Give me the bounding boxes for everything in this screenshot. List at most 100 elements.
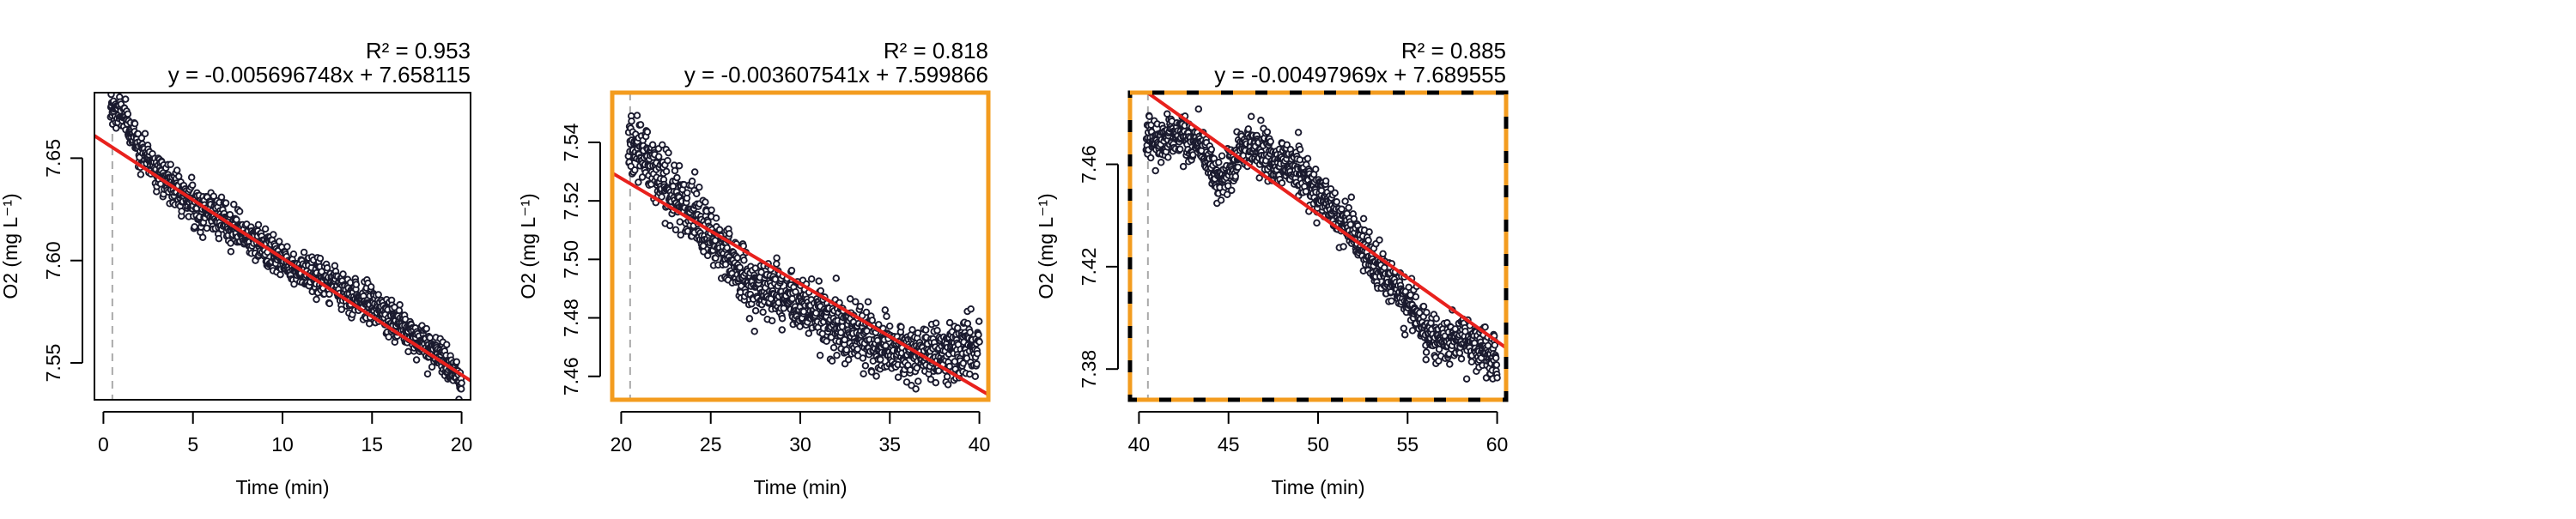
x-axis-label: Time (min) [753,476,847,498]
data-point [677,231,685,239]
y-axis: 7.46 7.48 7.50 7.52 7.54 [560,123,601,395]
data-point [1311,166,1320,173]
data-point [1400,330,1409,339]
data-point [883,312,890,320]
fit-equation-annotation: y = -0.005696748x + 7.658115 [168,62,471,88]
data-point [932,378,940,387]
data-point [339,270,347,278]
data-point [198,233,207,241]
y-tick-label: 7.60 [42,241,64,280]
x-tick-label: 10 [271,433,294,456]
data-point [1207,145,1216,154]
data-point [423,370,432,378]
data-point [1412,293,1420,301]
data-point [862,308,871,317]
data-point [1467,358,1476,366]
data-point [1435,345,1443,353]
y-tick-label: 7.42 [1078,247,1100,286]
data-point [877,355,884,364]
data-point [1423,308,1431,317]
data-point [167,160,174,168]
data-point [1422,355,1430,364]
x-tick-label: 60 [1486,433,1509,456]
plot-frame [94,92,471,401]
data-point [1491,341,1499,349]
data-point [859,354,867,362]
data-point [174,172,183,180]
y-tick-label: 7.50 [560,240,582,279]
r-squared-annotation: R² = 0.953 [366,38,471,63]
data-point [676,218,684,226]
data-point [692,190,701,198]
data-point [107,93,115,99]
data-point [1217,196,1225,204]
data-point [854,345,861,353]
x-axis-label: Time (min) [1271,476,1364,498]
data-point [1278,179,1286,187]
data-point [894,373,902,381]
data-point [975,331,982,339]
x-tick-label: 15 [361,433,383,456]
data-point [385,333,392,341]
data-point [1267,137,1274,146]
plot-area [94,93,471,400]
data-point [665,221,674,230]
data-point [1302,187,1310,196]
data-point [1345,203,1352,212]
y-tick-label: 7.52 [560,182,582,220]
data-point [1376,236,1383,244]
data-point [726,230,733,238]
data-point [867,368,876,376]
data-point [856,302,865,311]
y-tick-label: 7.48 [560,299,582,337]
data-point [897,323,905,331]
data-point [316,254,325,263]
data-point [422,324,430,333]
data-point [289,250,298,258]
data-point [1224,182,1232,190]
r-squared-annotation: R² = 0.885 [1401,38,1506,63]
plot-frame [610,90,991,402]
data-point [721,261,730,269]
data-point [1294,129,1303,136]
data-point [1365,228,1373,236]
data-point [1263,128,1272,136]
data-point [1247,112,1255,121]
y-tick-label: 7.38 [1078,350,1100,389]
data-point [796,323,804,330]
data-point [1303,154,1312,163]
data-point [683,189,691,197]
data-point [227,248,235,256]
x-axis: 40 45 50 55 60 [1128,411,1509,456]
data-point [1492,361,1501,369]
data-point [226,210,234,219]
data-point [662,167,671,176]
data-point [816,351,824,359]
plot-frame [1127,90,1509,402]
data-point [861,362,870,370]
data-point [275,238,283,245]
data-point [331,262,339,270]
plot-area [612,93,988,400]
y-tick-label: 7.55 [42,344,64,383]
data-point [671,166,679,175]
data-point [973,360,981,368]
data-point [1347,193,1356,202]
data-point [778,326,787,334]
data-point [967,305,975,313]
data-point [673,173,681,182]
data-point [1408,327,1417,335]
data-point [708,206,715,214]
data-point [745,315,754,323]
data-point [881,306,890,314]
data-point [1296,145,1304,154]
data-point [300,248,308,256]
data-point [659,141,666,149]
data-point [628,117,635,125]
data-point [337,305,346,313]
data-point [325,290,333,299]
x-tick-label: 20 [611,433,633,456]
data-point [665,148,672,157]
data-point [1481,323,1489,331]
data-point [815,277,823,285]
